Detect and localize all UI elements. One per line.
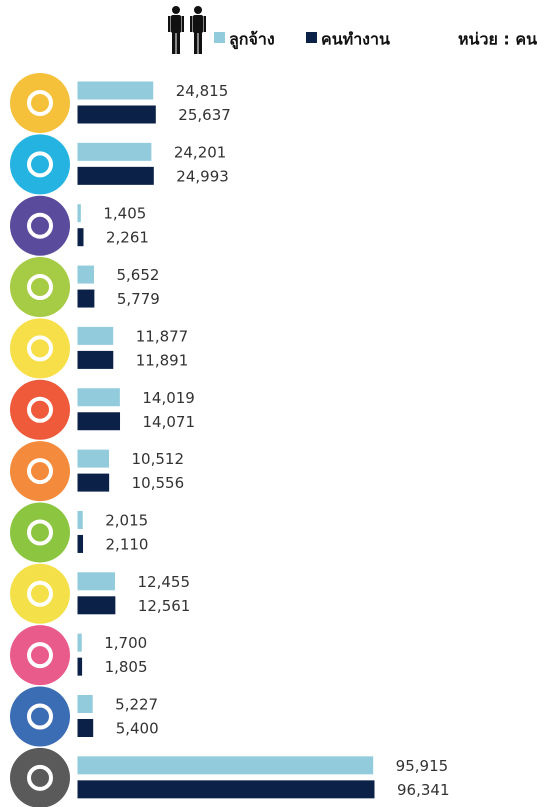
- value-label: 14,019: [142, 389, 195, 407]
- bar: [76, 387, 121, 408]
- icon-circle: [10, 379, 70, 440]
- icon-glyph: [27, 703, 53, 730]
- bar: [76, 448, 111, 469]
- category-icon: [10, 747, 70, 807]
- bar: [76, 533, 85, 554]
- bar: [76, 264, 95, 285]
- value-label: 5,227: [115, 696, 158, 714]
- unit-label: หน่วย : คน: [458, 30, 537, 49]
- value-label: 24,201: [174, 143, 227, 161]
- bar: [76, 595, 117, 616]
- icon-circle: [10, 563, 70, 624]
- value-label: 2,015: [105, 511, 148, 529]
- category-icon: [10, 379, 70, 440]
- bar: [76, 779, 376, 800]
- icon-glyph: [27, 396, 53, 423]
- bar: [76, 472, 111, 493]
- legend-swatch: [306, 32, 317, 43]
- value-label: 11,877: [136, 327, 189, 345]
- category-icon: [10, 502, 70, 563]
- icon-circle: [10, 502, 70, 563]
- icon-circle: [10, 195, 70, 256]
- bar: [76, 632, 83, 653]
- value-label: 2,261: [106, 229, 149, 247]
- value-label: 1,805: [105, 658, 148, 676]
- bar: [76, 718, 95, 738]
- bar: [76, 349, 115, 370]
- category-icon: [10, 441, 70, 502]
- icon-circle: [10, 73, 70, 133]
- icon-circle: [10, 625, 70, 686]
- icon-glyph: [27, 580, 53, 607]
- bar: [76, 509, 84, 530]
- bar: [76, 165, 155, 186]
- icon-circle: [10, 318, 70, 379]
- bar: [76, 104, 157, 125]
- value-label: 14,071: [143, 413, 196, 431]
- category-icon: [10, 563, 70, 624]
- category-icon: [10, 686, 70, 747]
- bar: [76, 571, 117, 592]
- icon-circle: [10, 747, 70, 807]
- value-label: 24,815: [176, 82, 229, 100]
- value-label: 12,561: [138, 597, 191, 615]
- icon-glyph: [27, 335, 53, 362]
- value-label: 24,993: [176, 167, 229, 185]
- icon-glyph: [27, 764, 53, 791]
- legend-swatch: [214, 32, 225, 43]
- bar: [76, 141, 153, 162]
- value-label: 1,700: [104, 634, 147, 652]
- value-label: 1,405: [103, 205, 146, 223]
- icon-glyph: [27, 519, 53, 546]
- value-label: 5,400: [116, 720, 159, 738]
- category-icon: [10, 73, 70, 133]
- bar: [76, 227, 85, 248]
- value-label: 95,915: [396, 757, 449, 775]
- legend-label: คนทำงาน: [321, 30, 390, 49]
- value-label: 25,637: [178, 106, 231, 124]
- bar: [76, 755, 375, 776]
- icon-glyph: [27, 458, 53, 485]
- value-label: 10,512: [132, 450, 185, 468]
- icon-circle: [10, 441, 70, 502]
- bar: [76, 203, 82, 224]
- value-label: 12,455: [138, 573, 191, 591]
- value-label: 5,779: [117, 290, 160, 308]
- value-label: 5,652: [116, 266, 159, 284]
- value-label: 11,891: [136, 351, 189, 369]
- bar: [76, 656, 84, 677]
- icon-glyph: [27, 642, 53, 669]
- bar: [76, 288, 96, 309]
- icon-glyph: [27, 274, 53, 301]
- value-label: 10,556: [132, 474, 185, 492]
- icon-glyph: [27, 212, 53, 239]
- icon-glyph: [27, 90, 53, 116]
- category-icon: [10, 625, 70, 686]
- icon-circle: [10, 257, 70, 318]
- value-label: 96,341: [397, 781, 450, 799]
- category-icon: [10, 134, 70, 195]
- people-icon: [168, 6, 206, 54]
- bar: [76, 80, 155, 101]
- category-icon: [10, 257, 70, 318]
- icon-glyph: [27, 151, 53, 178]
- value-label: 2,110: [106, 535, 149, 553]
- bar: [76, 325, 115, 346]
- category-icon: [10, 195, 70, 256]
- legend-label: ลูกจ้าง: [229, 30, 275, 51]
- bar: [76, 694, 94, 714]
- category-icon: [10, 318, 70, 379]
- icon-circle: [10, 134, 70, 195]
- icon-circle: [10, 686, 70, 747]
- bar: [76, 411, 122, 432]
